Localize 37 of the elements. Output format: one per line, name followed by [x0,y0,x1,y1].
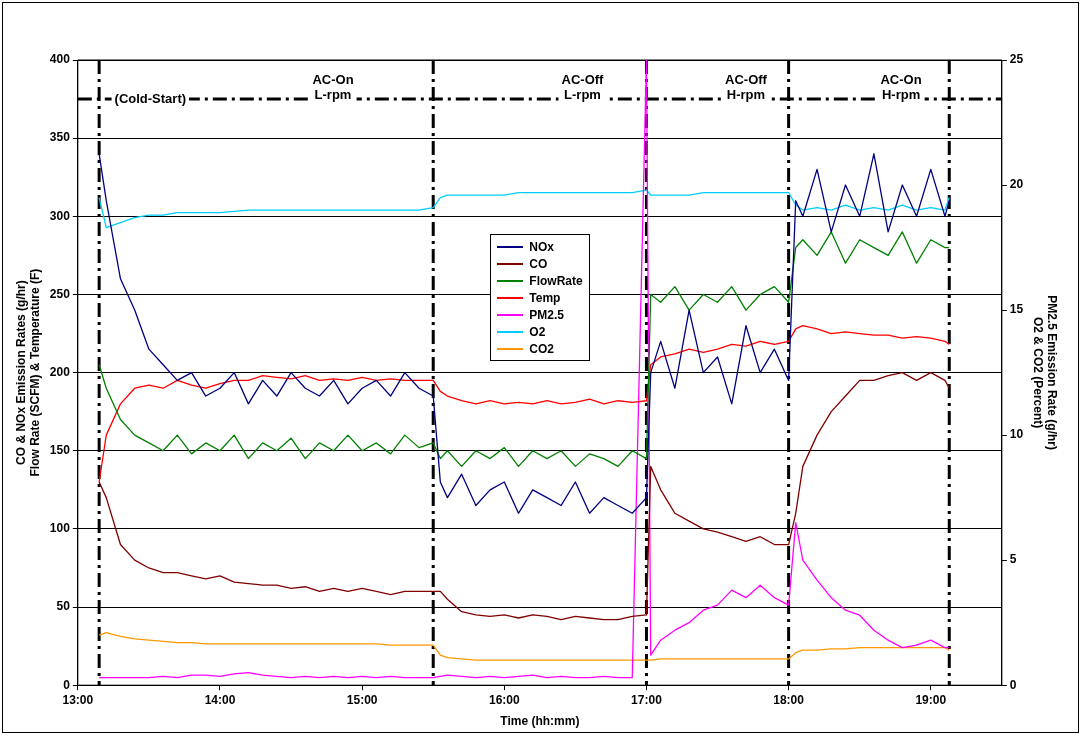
x-tick-label: 16:00 [488,692,520,707]
annotation: AC-Off L-rpm [561,72,605,103]
x-tick-label: 15:00 [346,692,378,707]
x-tick-label: 13:00 [62,692,94,707]
legend-label: Temp [529,290,561,305]
legend-label: PM2.5 [529,307,565,322]
y-tick-label: 300 [49,208,71,223]
y-tick-label: 200 [49,364,71,379]
y-tick-label: 400 [49,52,71,67]
y2-tick-label: 5 [1009,552,1017,567]
y2-tick-label: 20 [1009,177,1024,192]
y2-tick-label: 25 [1009,52,1024,67]
legend-label: O2 [529,324,546,339]
y-tick-label: 150 [49,443,71,458]
legend-label: NOx [529,239,555,254]
y-tick-label: 250 [49,286,71,301]
x-tick-label: 19:00 [915,692,947,707]
y2-axis-title: PM2.5 Emission Rate (g/hr) O2 & CO2 (Percent) [1031,295,1060,450]
annotation: (Cold-Start) [114,90,187,106]
x-tick-label: 18:00 [773,692,805,707]
x-axis-title: Time (hh:mm) [500,714,580,729]
x-tick-label: 14:00 [204,692,236,707]
y2-tick-label: 15 [1009,302,1024,317]
y-tick-label: 0 [63,677,71,692]
y-axis-title: CO & NOx Emission Rates (g/hr) Flow Rate (SCFM) & Temperature (F) [13,268,42,477]
y-tick-label: 100 [49,521,71,536]
annotation: AC-On L-rpm [312,72,354,103]
legend-label: CO [529,256,548,271]
y-tick-label: 350 [49,130,71,145]
legend-label: FlowRate [529,273,583,288]
y2-tick-label: 10 [1009,427,1024,442]
x-tick-label: 17:00 [631,692,663,707]
y-tick-label: 50 [56,599,71,614]
annotation: AC-On H-rpm [880,72,922,103]
annotation: AC-Off H-rpm [725,72,768,103]
legend-label: CO2 [529,341,555,356]
y2-tick-label: 0 [1009,677,1017,692]
